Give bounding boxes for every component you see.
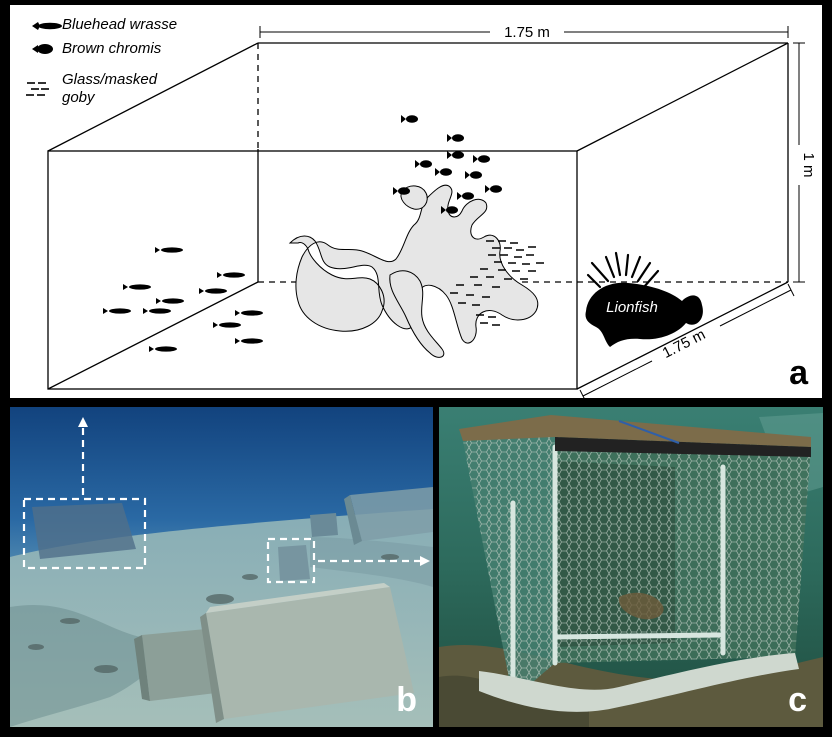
- wrasse: [235, 310, 263, 316]
- width-label: 1.75 m: [504, 24, 550, 41]
- field-photo: [10, 407, 433, 727]
- enclosure-box: [47, 42, 789, 390]
- chromis: [441, 206, 458, 214]
- panel-a-schematic: 1.75 m 1 m 1.75 m: [10, 5, 822, 398]
- chromis: [473, 155, 490, 163]
- cage-far-left: [32, 503, 136, 559]
- wrasse: [103, 308, 131, 314]
- coral-structure: [288, 184, 539, 358]
- goby-group: [450, 240, 544, 326]
- rubble: [28, 554, 399, 673]
- height-dimension-line: [793, 42, 805, 283]
- panel-letter-b: b: [396, 681, 417, 719]
- legend-label-chromis: Brown chromis: [62, 40, 162, 57]
- arrow-right-icon: [420, 556, 430, 566]
- chromis: [435, 168, 452, 176]
- panel-c-cage-photo: c: [439, 407, 823, 727]
- chromis-school: [393, 115, 502, 214]
- wrasse: [213, 322, 241, 328]
- wrasse: [149, 346, 177, 352]
- panel-letter-c: c: [788, 681, 807, 719]
- wrasse: [123, 284, 151, 290]
- depth-dimension-line: [579, 283, 795, 398]
- chromis: [447, 151, 464, 159]
- wrasse: [217, 272, 245, 278]
- panel-b-field-photo: b: [10, 407, 433, 727]
- wrasse: [155, 247, 183, 253]
- chromis: [465, 171, 482, 179]
- lionfish-icon: [585, 251, 703, 347]
- chromis: [447, 134, 464, 142]
- wrasse: [156, 298, 184, 304]
- cage-near-left: [134, 629, 216, 701]
- cage-near-right: [200, 583, 414, 723]
- arrow-up-icon: [78, 417, 88, 427]
- mesh-cage: [459, 415, 811, 712]
- wrasse-school: [103, 247, 263, 352]
- wrasse: [199, 288, 227, 294]
- lionfish-label: Lionfish: [606, 299, 658, 316]
- callout-large-cage: [22, 427, 147, 570]
- width-dimension-line: [259, 26, 789, 38]
- goby-icon: [26, 82, 49, 96]
- enclosure-diagram: 1.75 m 1 m 1.75 m: [26, 22, 817, 398]
- height-label: 1 m: [800, 152, 817, 177]
- legend-label-goby: Glass/masked goby: [62, 71, 158, 106]
- wrasse: [143, 308, 171, 314]
- legend-label-wrasse: Bluehead wrasse: [62, 16, 178, 33]
- chromis: [485, 185, 502, 193]
- chromis: [415, 160, 432, 168]
- wrasse-icon: [32, 22, 62, 30]
- cage-far-right: [344, 487, 433, 545]
- callout-small-cage: [266, 537, 420, 584]
- chromis: [401, 115, 418, 123]
- chromis-icon: [32, 44, 53, 54]
- chromis: [457, 192, 474, 200]
- panel-letter-a: a: [789, 354, 808, 392]
- cage-photo: [439, 407, 823, 727]
- chromis: [393, 187, 410, 195]
- wrasse: [235, 338, 263, 344]
- cage-small-mid: [278, 513, 338, 581]
